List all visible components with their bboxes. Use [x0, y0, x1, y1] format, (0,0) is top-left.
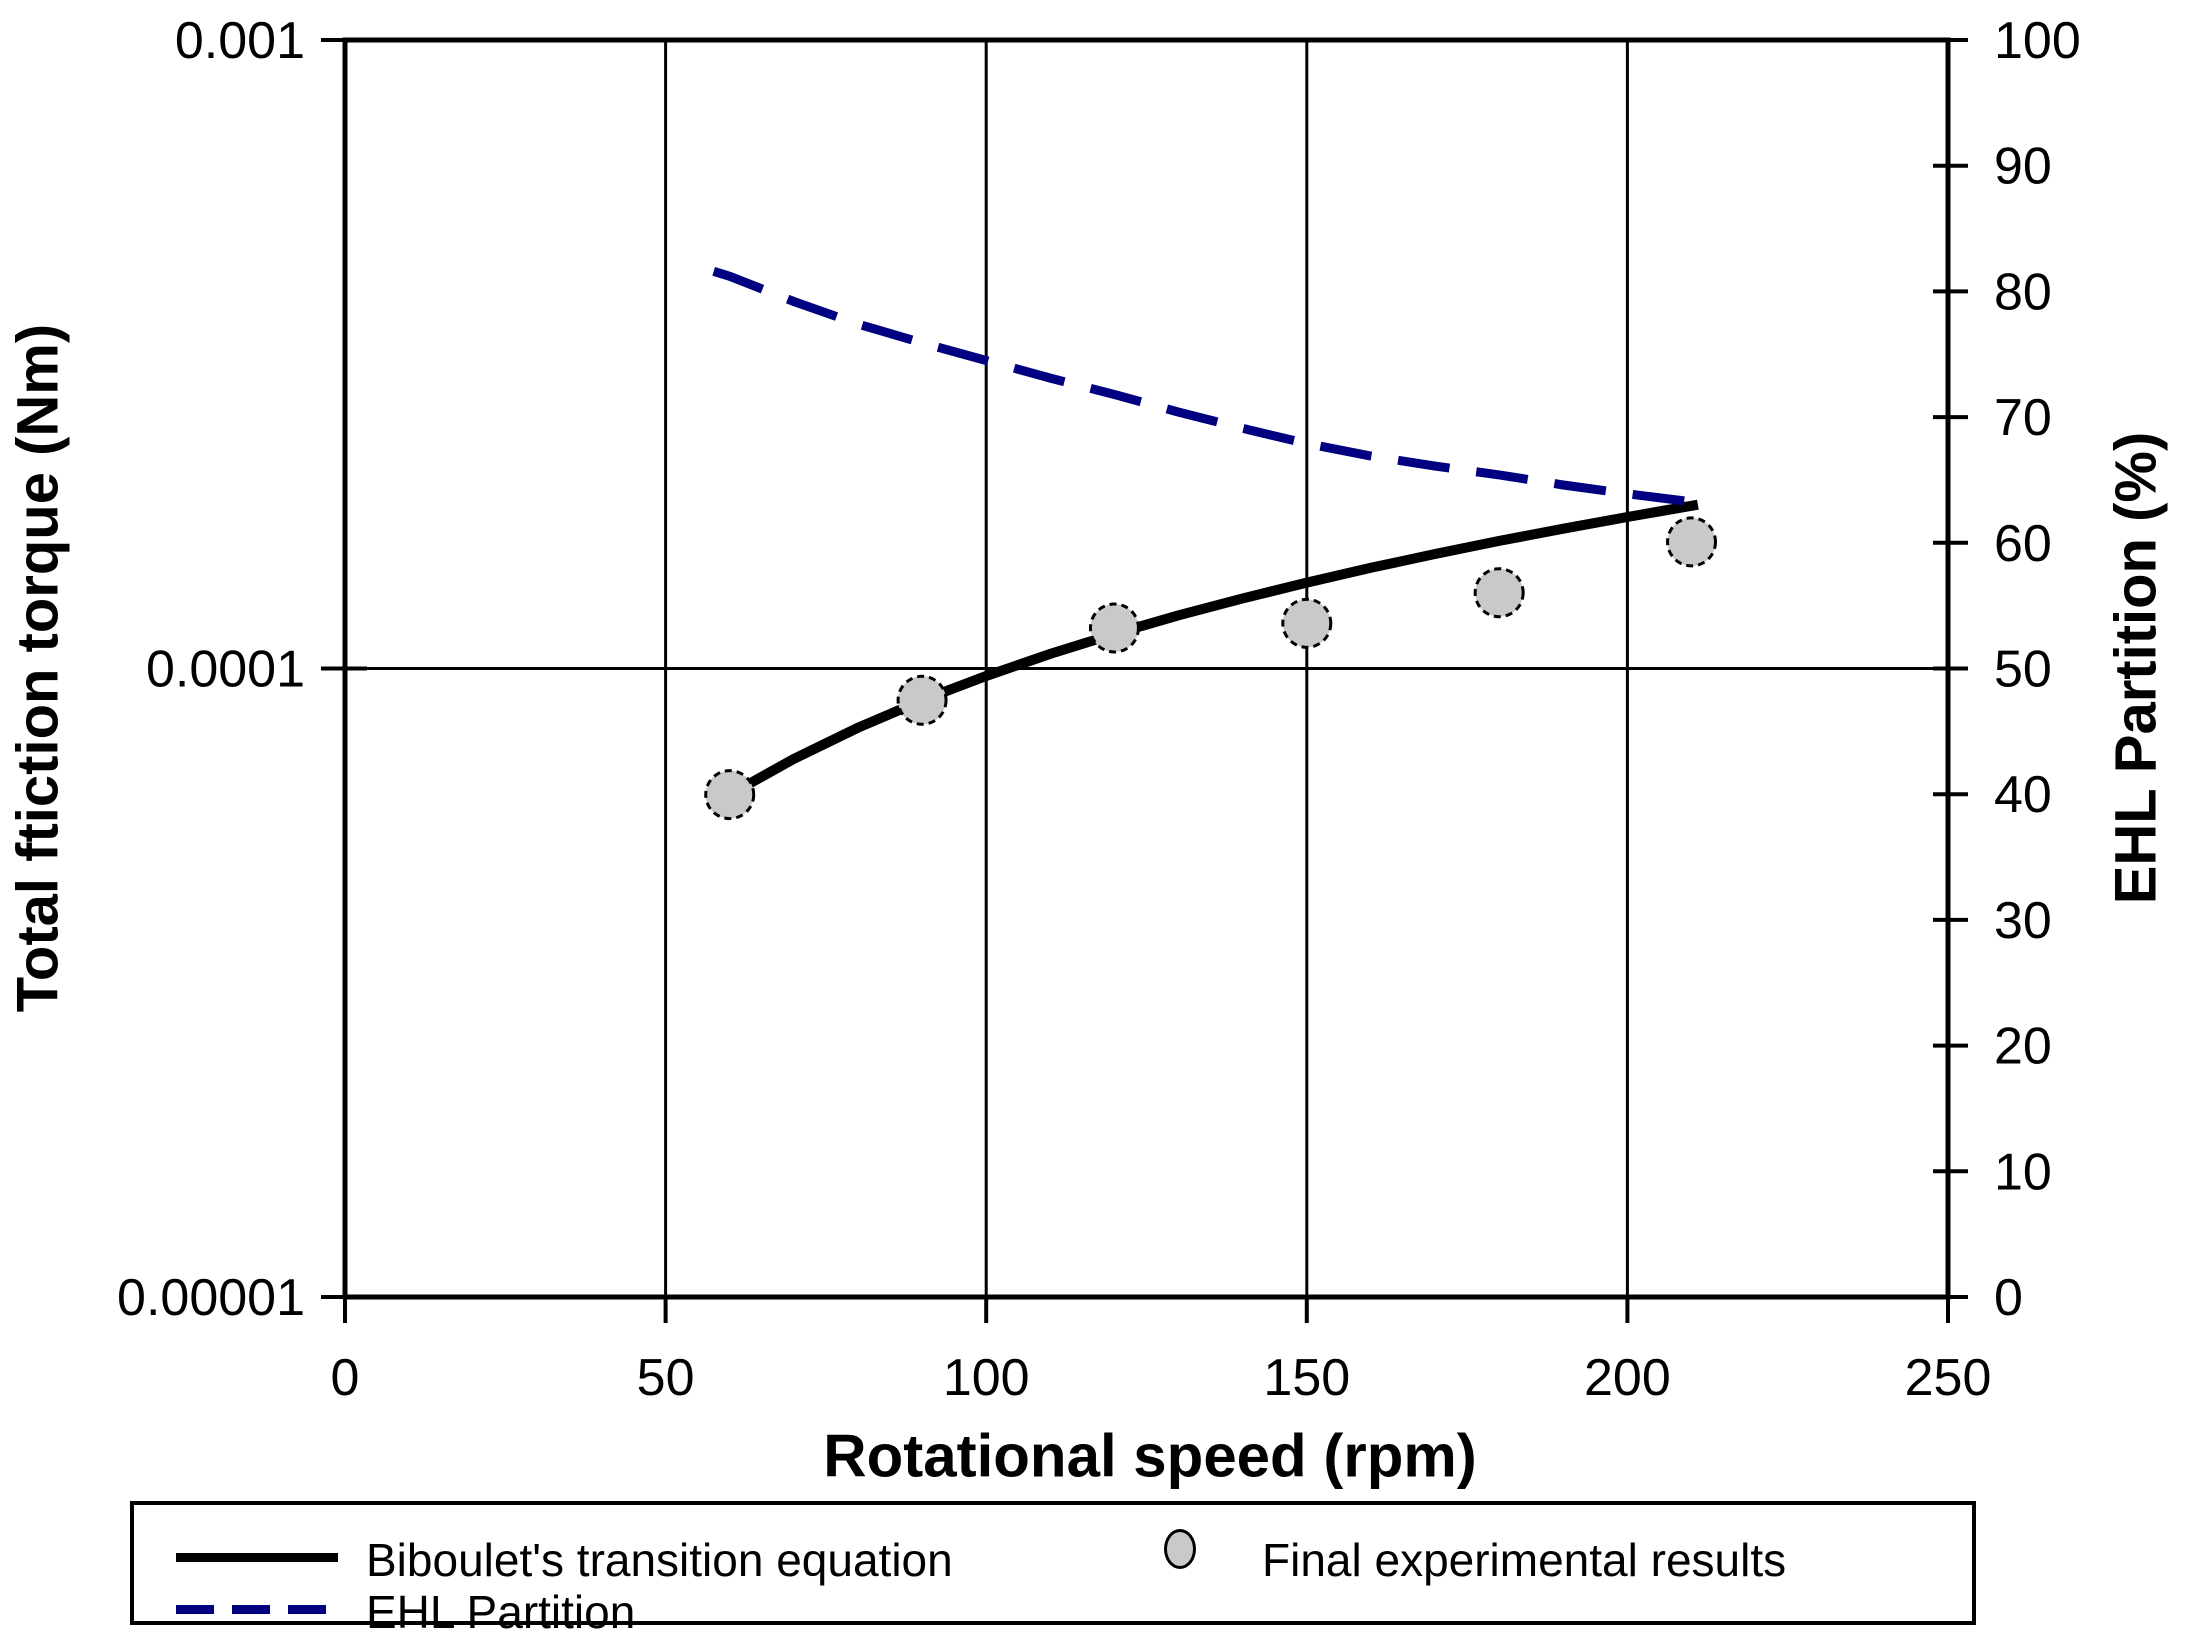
y-right-tick-label: 100: [1994, 12, 2081, 70]
x-tick-label: 200: [1584, 1349, 1671, 1407]
legend-circle-marker-icon: [1164, 1529, 1196, 1569]
legend-solid-line-swatch: [176, 1553, 338, 1562]
y-left-tick-label: 0.0001: [146, 641, 305, 699]
y-right-tick-label: 0: [1994, 1269, 2023, 1327]
y-right-tick-label: 40: [1994, 766, 2052, 824]
x-tick-label: 250: [1905, 1349, 1992, 1407]
y-left-tick-label: 0.001: [175, 12, 305, 70]
y-right-tick-label: 10: [1994, 1143, 2052, 1201]
x-tick-label: 150: [1263, 1349, 1350, 1407]
y-right-tick-label: 20: [1994, 1018, 2052, 1076]
experimental-data-point: [1281, 597, 1333, 649]
y-left-tick-label: 0.00001: [117, 1269, 305, 1327]
y-right-tick-label: 90: [1994, 138, 2052, 196]
experimental-data-point: [1473, 567, 1525, 619]
legend-label-experimental-results: Final experimental results: [1262, 1534, 1787, 1586]
legend-box: Biboulet's transition equation Final exp…: [130, 1501, 1976, 1638]
series-line-ehl-partition: [712, 267, 1699, 508]
x-tick-label: 100: [943, 1349, 1030, 1407]
y-right-axis-title: EHL Partition (%): [2103, 431, 2169, 905]
y-right-tick-label: 80: [1994, 263, 2052, 321]
legend-dashed-line-swatch: [176, 1605, 338, 1614]
y-right-tick-label: 30: [1994, 892, 2052, 950]
experimental-data-point: [896, 674, 948, 726]
experimental-data-point: [704, 769, 756, 821]
x-tick-label: 50: [637, 1349, 695, 1407]
x-tick-label: 0: [331, 1349, 360, 1407]
y-left-axis-title: Total ftiction torque (Nm): [5, 323, 71, 1013]
y-right-tick-label: 50: [1994, 641, 2052, 699]
legend-label-transition-equation: Biboulet's transition equation: [366, 1534, 953, 1586]
x-axis-title: Rotational speed (rpm): [823, 1422, 1477, 1490]
legend-label-ehl-partition: EHL Partition: [366, 1586, 636, 1638]
experimental-data-point: [1088, 602, 1140, 654]
series-line-transition-equation: [727, 499, 1699, 799]
experimental-data-point: [1666, 516, 1718, 568]
y-right-tick-label: 70: [1994, 389, 2052, 447]
y-right-tick-label: 60: [1994, 515, 2052, 573]
